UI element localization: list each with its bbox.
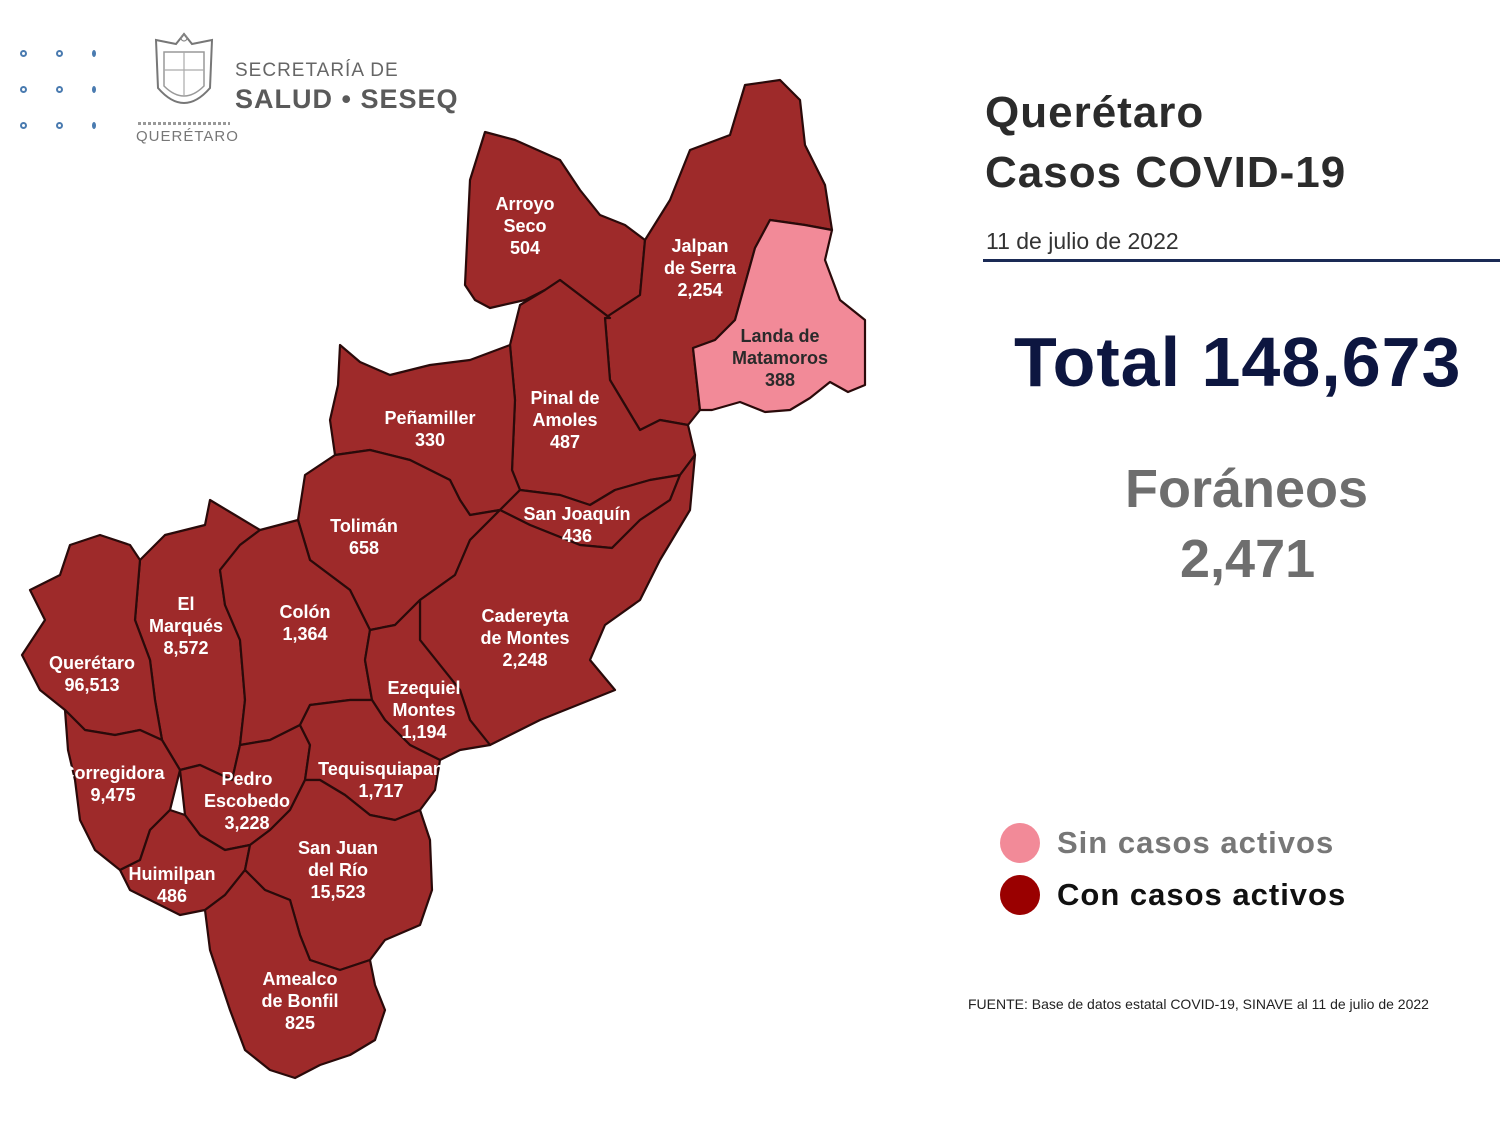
label-arroyo-seco: Arroyo Seco 504 <box>495 194 554 258</box>
cases-ezequiel-montes: 1,194 <box>401 722 446 742</box>
cases-toliman: 658 <box>349 538 379 558</box>
name-pedro-escobedo: Escobedo <box>204 791 290 811</box>
region-amealco[interactable] <box>203 868 387 1080</box>
cases-arroyo-seco: 504 <box>510 238 540 258</box>
logo-state-name: QUERÉTARO <box>136 128 239 145</box>
name-el-marques: Marqués <box>149 616 223 636</box>
label-queretaro: Querétaro 96,513 <box>49 653 135 695</box>
name-pinal: Amoles <box>532 410 597 430</box>
org-name-line1: SECRETARÍA DE <box>235 60 399 81</box>
name-queretaro: Querétaro <box>49 653 135 673</box>
cases-amealco: 825 <box>285 1013 315 1033</box>
label-amealco: Amealco de Bonfil 825 <box>262 969 339 1033</box>
logo-block: SECRETARÍA DE SALUD • SESEQ QUERÉTARO <box>14 30 464 150</box>
label-jalpan: Jalpan de Serra 2,254 <box>664 236 737 300</box>
cases-pinal: 487 <box>550 432 580 452</box>
title-state: Querétaro <box>985 88 1205 137</box>
title-subject: Casos COVID-19 <box>985 148 1347 197</box>
name-landa: Matamoros <box>732 348 828 368</box>
name-colon: Colón <box>280 602 331 622</box>
cases-penamiller: 330 <box>415 430 445 450</box>
report-date: 11 de julio de 2022 <box>986 228 1179 254</box>
cases-colon: 1,364 <box>282 624 327 644</box>
cases-el-marques: 8,572 <box>163 638 208 658</box>
label-corregidora: Corregidora 9,475 <box>61 763 165 805</box>
logo-fine-print <box>138 122 230 125</box>
name-toliman: Tolimán <box>330 516 398 536</box>
cases-san-juan-del-rio: 15,523 <box>310 882 365 902</box>
label-el-marques: El Marqués 8,572 <box>149 594 223 658</box>
state-seal-icon <box>154 32 214 104</box>
name-arroyo-seco: Seco <box>503 216 546 236</box>
label-toliman: Tolimán 658 <box>330 516 398 558</box>
name-penamiller: Peñamiller <box>384 408 475 428</box>
name-el-marques: El <box>177 594 194 614</box>
label-san-joaquin: San Joaquín 436 <box>523 504 630 546</box>
label-colon: Colón 1,364 <box>280 602 331 644</box>
legend-swatch-inactive <box>1000 823 1040 863</box>
region-landa[interactable] <box>691 218 867 414</box>
label-landa: Landa de Matamoros 388 <box>732 326 828 390</box>
name-pinal: Pinal de <box>530 388 599 408</box>
name-san-juan-del-rio: del Río <box>308 860 368 880</box>
cases-cadereyta: 2,248 <box>502 650 547 670</box>
cases-landa: 388 <box>765 370 795 390</box>
label-cadereyta: Cadereyta de Montes 2,248 <box>480 606 569 670</box>
cases-pedro-escobedo: 3,228 <box>224 813 269 833</box>
total-cases: Total 148,673 <box>1014 323 1462 401</box>
name-jalpan: Jalpan <box>671 236 728 256</box>
name-ezequiel-montes: Ezequiel <box>387 678 460 698</box>
legend-item-inactive: Sin casos activos <box>1000 821 1334 865</box>
name-landa: Landa de <box>740 326 819 346</box>
label-ezequiel-montes: Ezequiel Montes 1,194 <box>387 678 460 742</box>
label-huimilpan: Huimilpan 486 <box>128 864 215 906</box>
name-san-juan-del-rio: San Juan <box>298 838 378 858</box>
legend-label-active: Con casos activos <box>1057 877 1347 912</box>
name-cadereyta: de Montes <box>480 628 569 648</box>
label-tequisquiapan: Tequisquiapan 1,717 <box>318 759 444 801</box>
name-corregidora: Corregidora <box>61 763 165 783</box>
cases-huimilpan: 486 <box>157 886 187 906</box>
legend-swatch-active <box>1000 875 1040 915</box>
name-ezequiel-montes: Montes <box>393 700 456 720</box>
cases-corregidora: 9,475 <box>90 785 135 805</box>
source-note: FUENTE: Base de datos estatal COVID-19, … <box>968 996 1429 1012</box>
org-name-line2: SALUD • SESEQ <box>235 84 459 114</box>
cases-queretaro: 96,513 <box>64 675 119 695</box>
name-amealco: Amealco <box>262 969 337 989</box>
cases-tequisquiapan: 1,717 <box>358 781 403 801</box>
cases-jalpan: 2,254 <box>677 280 722 300</box>
cases-san-joaquin: 436 <box>562 526 592 546</box>
foraneos-value: 2,471 <box>1180 529 1316 589</box>
label-san-juan-del-rio: San Juan del Río 15,523 <box>298 838 378 902</box>
legend-label-inactive: Sin casos activos <box>1057 825 1335 860</box>
name-tequisquiapan: Tequisquiapan <box>318 759 444 779</box>
name-huimilpan: Huimilpan <box>128 864 215 884</box>
decorative-dots <box>20 50 110 140</box>
name-arroyo-seco: Arroyo <box>495 194 554 214</box>
name-cadereyta: Cadereyta <box>481 606 569 626</box>
label-pinal: Pinal de Amoles 487 <box>530 388 599 452</box>
name-amealco: de Bonfil <box>262 991 339 1011</box>
label-penamiller: Peñamiller 330 <box>384 408 475 450</box>
name-jalpan: de Serra <box>664 258 737 278</box>
name-san-joaquin: San Joaquín <box>523 504 630 524</box>
legend-item-active: Con casos activos <box>1000 873 1346 917</box>
foraneos-label: Foráneos <box>1125 459 1369 519</box>
municipality-map: Arroyo Seco 504 Jalpan de Serra 2,254 Landa de… <box>20 78 867 1080</box>
title-divider <box>983 259 1500 262</box>
name-pedro-escobedo: Pedro <box>221 769 272 789</box>
label-pedro-escobedo: Pedro Escobedo 3,228 <box>204 769 290 833</box>
